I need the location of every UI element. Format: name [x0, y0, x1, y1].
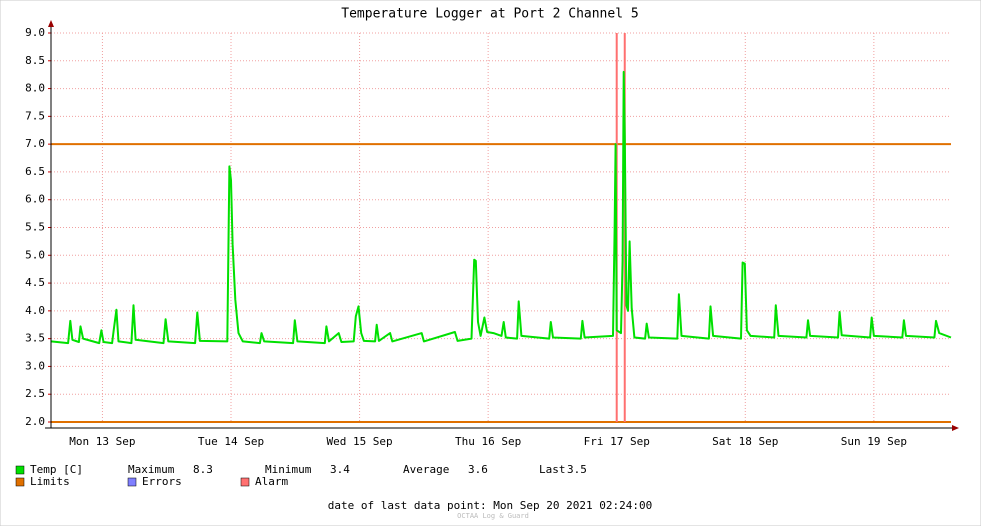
chart-title: Temperature Logger at Port 2 Channel 5 [341, 7, 638, 22]
legend-swatch [15, 465, 25, 475]
footer: date of last data point: Mon Sep 20 2021… [328, 499, 653, 512]
y-tick-label: 5.5 [25, 221, 45, 234]
stat-label: Last [539, 463, 566, 476]
y-tick-label: 5.0 [25, 248, 45, 261]
legend: Temp [C] Maximum 8.3 Minimum 3.4 Average 3.6 La… [15, 463, 587, 488]
x-tick-label: Sat 18 Sep [712, 435, 778, 448]
y-tick-label: 7.5 [25, 109, 45, 122]
y-tick-label: 3.0 [25, 359, 45, 372]
axis-arrow [48, 20, 54, 27]
legend-label: Alarm [255, 475, 288, 488]
legend-swatch [15, 477, 25, 487]
y-tick-label: 8.0 [25, 82, 45, 95]
stat-value: 3.4 [330, 463, 350, 476]
x-tick-label: Mon 13 Sep [69, 435, 135, 448]
y-tick-label: 8.5 [25, 54, 45, 67]
data-line [50, 70, 952, 345]
watermark: OCTAA Log & Guard [457, 512, 529, 520]
stat-value: 3.6 [468, 463, 488, 476]
y-tick-label: 9.0 [25, 26, 45, 39]
marks [50, 33, 952, 423]
x-tick-label: Wed 15 Sep [326, 435, 392, 448]
legend-label: Errors [142, 475, 182, 488]
y-tick-label: 3.5 [25, 332, 45, 345]
x-tick-label: Tue 14 Sep [198, 435, 264, 448]
y-tick-label: 6.0 [25, 193, 45, 206]
axis-arrow [952, 425, 959, 431]
legend-label: Temp [C] [30, 463, 83, 476]
y-tick-label: 2.5 [25, 387, 45, 400]
stat-value: 3.5 [567, 463, 587, 476]
stat-label: Average [403, 463, 449, 476]
y-tick-label: 7.0 [25, 137, 45, 150]
stat-label: Minimum [265, 463, 312, 476]
x-tick-label: Sun 19 Sep [841, 435, 907, 448]
legend-swatch [240, 477, 250, 487]
stat-value: 8.3 [193, 463, 213, 476]
y-tick-label: 4.5 [25, 276, 45, 289]
y-tick-label: 6.5 [25, 165, 45, 178]
legend-label: Limits [30, 475, 70, 488]
y-tick-label: 4.0 [25, 304, 45, 317]
x-tick-label: Thu 16 Sep [455, 435, 521, 448]
legend-swatch [127, 477, 137, 487]
x-tick-label: Fri 17 Sep [584, 435, 650, 448]
y-tick-label: 2.0 [25, 415, 45, 428]
stat-label: Maximum [128, 463, 175, 476]
